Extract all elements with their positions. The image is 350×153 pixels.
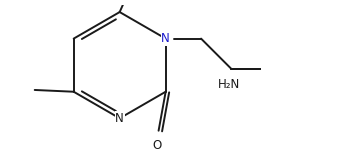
Text: N: N [115, 112, 124, 125]
Text: O: O [152, 139, 161, 152]
Text: F: F [349, 2, 350, 15]
Text: N: N [161, 32, 170, 45]
Text: H₂N: H₂N [218, 78, 240, 91]
